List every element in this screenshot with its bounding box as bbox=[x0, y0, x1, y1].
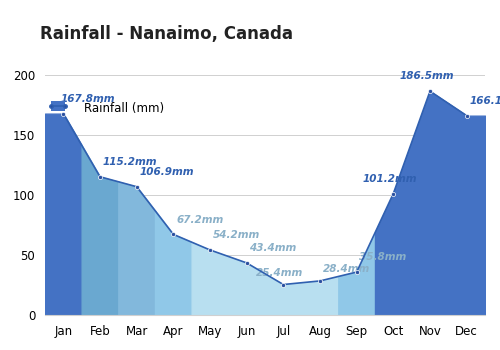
Text: 166.1mm: 166.1mm bbox=[470, 96, 500, 106]
Text: 167.8mm: 167.8mm bbox=[60, 94, 115, 104]
Text: 25.4mm: 25.4mm bbox=[256, 268, 303, 278]
Text: 54.2mm: 54.2mm bbox=[213, 230, 260, 240]
Text: 101.2mm: 101.2mm bbox=[363, 174, 418, 184]
Text: Rainfall - Nanaimo, Canada: Rainfall - Nanaimo, Canada bbox=[40, 25, 293, 42]
Text: 35.8mm: 35.8mm bbox=[360, 252, 406, 262]
Text: 28.4mm: 28.4mm bbox=[323, 264, 370, 274]
Text: 106.9mm: 106.9mm bbox=[140, 167, 194, 177]
Text: 186.5mm: 186.5mm bbox=[400, 71, 454, 82]
Text: 67.2mm: 67.2mm bbox=[176, 215, 224, 225]
Text: 43.4mm: 43.4mm bbox=[250, 243, 296, 253]
Text: 115.2mm: 115.2mm bbox=[103, 157, 158, 167]
Legend: Rainfall (mm): Rainfall (mm) bbox=[51, 102, 164, 115]
